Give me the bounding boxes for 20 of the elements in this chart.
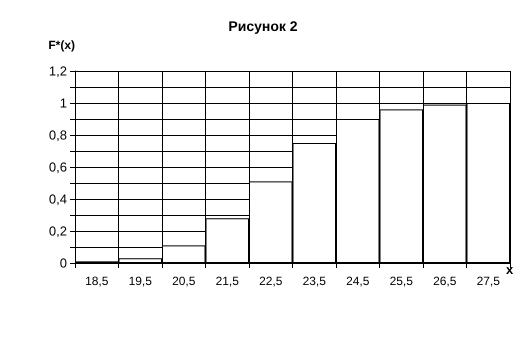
x-tick-label: 18,5: [85, 274, 109, 288]
y-tick-label: 0,4: [48, 192, 67, 206]
x-tick-label: 19,5: [128, 274, 152, 288]
x-tick-label: 25,5: [390, 274, 414, 288]
x-tick-label: 21,5: [216, 274, 240, 288]
y-tick-label: 0,2: [48, 224, 67, 238]
y-tick-label: 0,8: [48, 128, 67, 142]
x-tick-label: 22,5: [259, 274, 283, 288]
x-axis-title: x: [506, 262, 514, 277]
y-tick-label: 1,2: [48, 64, 67, 78]
x-tick-label: 27,5: [476, 274, 500, 288]
x-tick-label: 24,5: [346, 274, 370, 288]
y-tick-label: 0: [60, 256, 67, 270]
x-tick-label: 20,5: [172, 274, 196, 288]
y-tick-label: 0,6: [48, 160, 67, 174]
y-tick-label: 1: [60, 96, 67, 110]
chart-title: Рисунок 2: [228, 18, 298, 34]
x-tick-label: 26,5: [433, 274, 457, 288]
x-tick-label: 23,5: [302, 274, 326, 288]
y-axis-title: F*(x): [48, 38, 75, 52]
